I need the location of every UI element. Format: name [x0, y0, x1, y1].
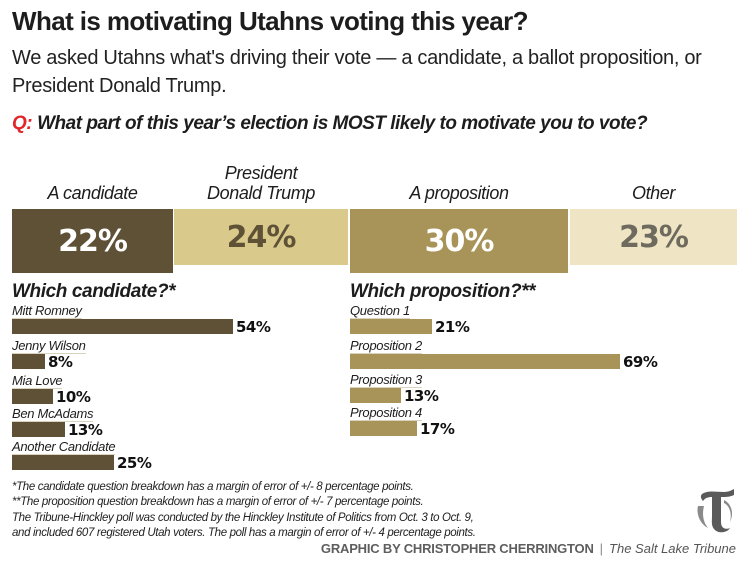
footnote: and included 607 registered Utah voters.…	[12, 527, 476, 539]
candidate-bar	[12, 455, 114, 470]
footnotes: *The candidate question breakdown has a …	[12, 480, 476, 541]
proposition-value-label: 69%	[623, 353, 658, 371]
proposition-section-title: Which proposition?**	[350, 281, 536, 302]
tile-candidate: 22%	[12, 209, 173, 273]
chart-subtitle: We asked Utahns what's driving their vot…	[12, 47, 702, 97]
top-label: A proposition	[409, 183, 509, 203]
candidate-label: Jenny Wilson	[12, 338, 86, 354]
proposition-label: Proposition 3	[350, 372, 422, 388]
proposition-label: Proposition 2	[350, 338, 422, 354]
top-label: A candidate	[47, 183, 138, 203]
proposition-label: Question 1	[350, 303, 410, 319]
footnote: **The proposition question breakdown has…	[12, 496, 424, 508]
tile-value: 30%	[424, 223, 495, 259]
top-label: President Donald Trump	[174, 163, 348, 203]
candidate-section-title: Which candidate?*	[12, 281, 176, 302]
candidate-value-label: 13%	[68, 421, 103, 439]
candidate-bar	[12, 319, 233, 334]
proposition-bar	[350, 319, 432, 334]
proposition-value-label: 21%	[435, 318, 470, 336]
tile-value: 22%	[58, 223, 128, 259]
candidate-value-label: 25%	[117, 454, 152, 472]
tile-proposition: 30%	[350, 209, 568, 273]
tile-value: 24%	[226, 219, 297, 255]
candidate-label: Mitt Romney	[12, 303, 82, 319]
proposition-bar	[350, 421, 417, 436]
credit-line: GRAPHIC BY CHRISTOPHER CHERRINGTON | The S…	[321, 541, 736, 556]
footnote: The Tribune-Hinckley poll was conducted …	[12, 512, 474, 524]
credit-separator: |	[599, 541, 604, 556]
candidate-value-label: 8%	[48, 353, 73, 371]
footnote: *The candidate question breakdown has a …	[12, 481, 414, 493]
proposition-label: Proposition 4	[350, 405, 422, 421]
proposition-value-label: 17%	[420, 420, 455, 438]
question-text: What part of this year’s election is MOS…	[37, 113, 648, 134]
top-label-line: President	[224, 163, 298, 183]
candidate-value-label: 10%	[56, 388, 91, 406]
proposition-value-label: 13%	[404, 387, 439, 405]
tile-trump: 24%	[174, 209, 348, 265]
chart-title: What is motivating Utahns voting this ye…	[12, 6, 529, 36]
tribune-t-logo-icon	[697, 489, 734, 533]
candidate-value-label: 54%	[236, 318, 271, 336]
candidate-label: Mia Love	[12, 373, 63, 389]
top-label-line: Donald Trump	[207, 183, 315, 203]
proposition-bar	[350, 388, 401, 403]
tile-other: 23%	[570, 209, 737, 265]
proposition-bar	[350, 354, 620, 369]
byline: GRAPHIC BY CHRISTOPHER CHERRINGTON	[320, 541, 594, 556]
candidate-bar	[12, 422, 65, 437]
candidate-bar	[12, 389, 53, 404]
top-label: Other	[631, 183, 676, 203]
candidate-bar	[12, 354, 45, 369]
survey-question: Q: What part of this year’s election is M…	[12, 113, 648, 135]
candidate-label: Another Candidate	[12, 439, 116, 455]
publication-name: The Salt Lake Tribune	[609, 541, 736, 556]
question-prefix: Q:	[12, 113, 33, 134]
tile-value: 23%	[619, 219, 689, 255]
candidate-label: Ben McAdams	[12, 406, 94, 422]
